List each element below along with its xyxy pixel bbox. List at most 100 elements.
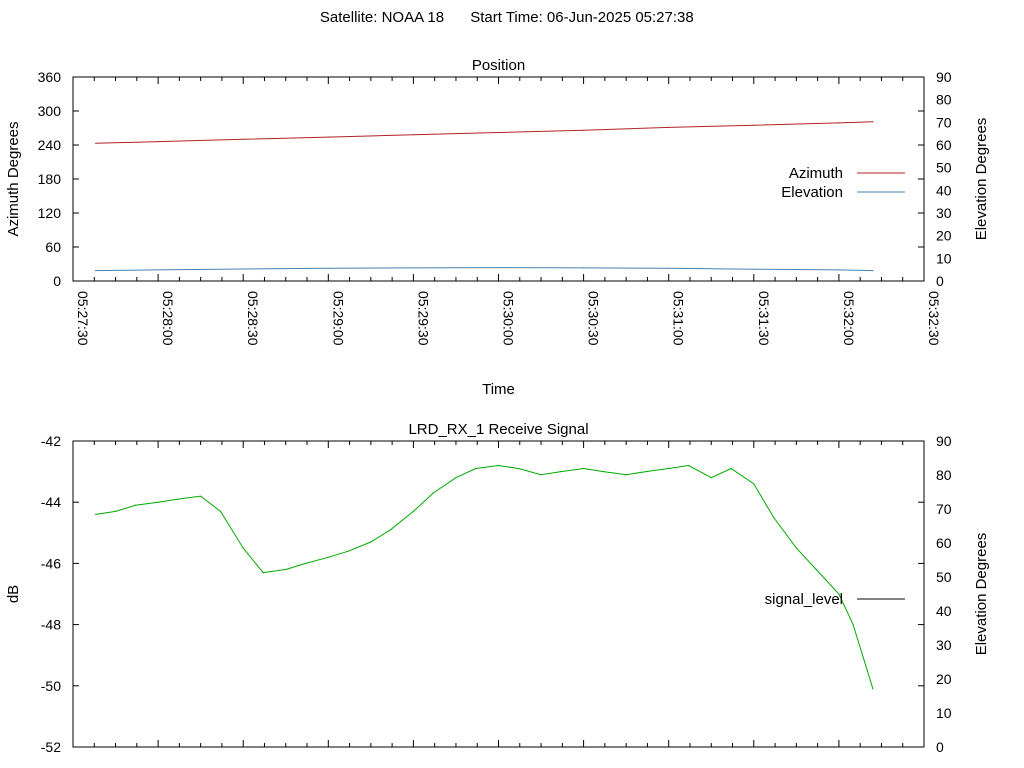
y2-tick-label: 90	[936, 433, 952, 449]
y-tick-label: -44	[41, 494, 61, 510]
data-point	[838, 269, 840, 271]
y-tick-label: -46	[41, 555, 61, 571]
x-tick-label: 05:31:30	[756, 291, 772, 346]
position-chart: Position 0 60 120 180 240 300 360 0 10 20 30 40 50 60 7…	[5, 57, 990, 398]
y-tick-label: 60	[45, 239, 61, 255]
y2-tick-label: 0	[936, 739, 944, 755]
chart-title: Position	[472, 57, 525, 74]
data-point	[242, 138, 244, 140]
data-point	[625, 474, 627, 476]
legend-label: signal_level	[765, 591, 843, 608]
data-point	[412, 510, 414, 512]
data-point	[517, 467, 520, 470]
y-tick-label: 120	[38, 205, 62, 221]
data-point	[668, 467, 670, 470]
y2-tick-label: 0	[936, 273, 944, 289]
data-point	[560, 471, 562, 473]
y2-tick-label: 90	[936, 69, 952, 85]
data-point	[262, 572, 264, 574]
data-point	[872, 688, 874, 690]
data-point	[872, 270, 874, 272]
x-tick-label: 05:32:00	[841, 291, 857, 346]
data-point	[157, 141, 159, 143]
data-point	[327, 556, 329, 558]
data-point	[497, 131, 500, 134]
data-point	[838, 122, 840, 124]
x-axis-label: Time	[482, 381, 515, 398]
y2-tick-label: 50	[936, 160, 952, 176]
data-point	[872, 121, 874, 123]
series-line-azimuth	[95, 121, 873, 144]
x-tick-label: 05:32:30	[926, 291, 942, 346]
x-tick-label: 05:28:00	[160, 291, 176, 346]
y2-tick-label: 30	[936, 205, 952, 221]
y2-tick-label: 10	[936, 250, 952, 266]
data-point	[773, 516, 775, 519]
y2-tick-label: 30	[936, 637, 952, 653]
data-point	[95, 270, 97, 272]
data-point	[583, 129, 585, 131]
y-axis-label: Azimuth Degrees	[5, 121, 22, 236]
receive-signal-chart: LRD_RX_1 Receive Signal -52 -50 -48 -46 -44 -4…	[5, 421, 990, 755]
data-point	[753, 483, 755, 485]
data-point	[710, 477, 712, 479]
x-tick-label: 05:27:30	[75, 291, 91, 346]
chart-title: LRD_RX_1 Receive Signal	[408, 421, 588, 438]
data-point	[583, 267, 585, 269]
data-point	[540, 474, 542, 476]
start-time-label: Start Time: 06-Jun-2025 05:27:38	[470, 9, 693, 26]
y2-axis-label: Elevation Degrees	[973, 118, 990, 241]
x-tick-label: 05:30:00	[501, 291, 517, 346]
data-point	[753, 124, 755, 126]
y-tick-label: -52	[41, 739, 61, 755]
y2-tick-label: 80	[936, 92, 952, 108]
y2-tick-label: 40	[936, 603, 952, 619]
data-point	[730, 467, 732, 470]
y-tick-label: 300	[38, 103, 62, 119]
data-point	[327, 267, 329, 269]
data-point	[668, 126, 670, 128]
data-point	[412, 134, 414, 136]
y2-tick-label: 50	[936, 569, 952, 585]
data-point	[327, 136, 329, 138]
data-point	[795, 547, 798, 549]
y-tick-label: 240	[38, 137, 62, 153]
data-point	[838, 593, 840, 595]
data-point	[370, 541, 372, 543]
y2-axis-label: Elevation Degrees	[973, 533, 990, 656]
data-point	[475, 467, 477, 470]
data-point	[95, 142, 97, 144]
data-point	[390, 529, 392, 531]
y2-tick-label: 70	[936, 501, 952, 517]
data-point	[753, 268, 755, 270]
data-point	[645, 471, 647, 473]
data-point	[305, 562, 307, 565]
legend-label: Azimuth	[789, 165, 843, 182]
data-point	[815, 568, 817, 571]
y-tick-label: -42	[41, 433, 61, 449]
y-tick-label: 180	[38, 171, 62, 187]
data-point	[95, 513, 97, 516]
data-point	[497, 267, 500, 269]
y2-tick-label: 10	[936, 705, 952, 721]
data-point	[177, 498, 179, 500]
data-point	[347, 550, 349, 552]
series-line-signal_level	[95, 464, 874, 690]
data-point	[115, 510, 117, 512]
x-tick-label: 05:30:30	[586, 291, 602, 346]
y2-tick-label: 20	[936, 671, 952, 687]
series-line-elevation	[95, 267, 873, 272]
data-point	[242, 547, 244, 549]
data-point	[497, 464, 500, 467]
y2-tick-label: 80	[936, 467, 952, 483]
x-tick-label: 05:29:30	[415, 291, 431, 346]
y-axis-label: dB	[5, 585, 22, 603]
y2-tick-label: 60	[936, 535, 952, 551]
data-point	[866, 669, 868, 672]
data-point	[219, 510, 222, 512]
y2-tick-label: 40	[936, 182, 952, 198]
data-point	[602, 471, 605, 473]
y-tick-label: -48	[41, 617, 61, 633]
data-point	[157, 501, 159, 503]
legend-label: Elevation	[781, 184, 843, 201]
